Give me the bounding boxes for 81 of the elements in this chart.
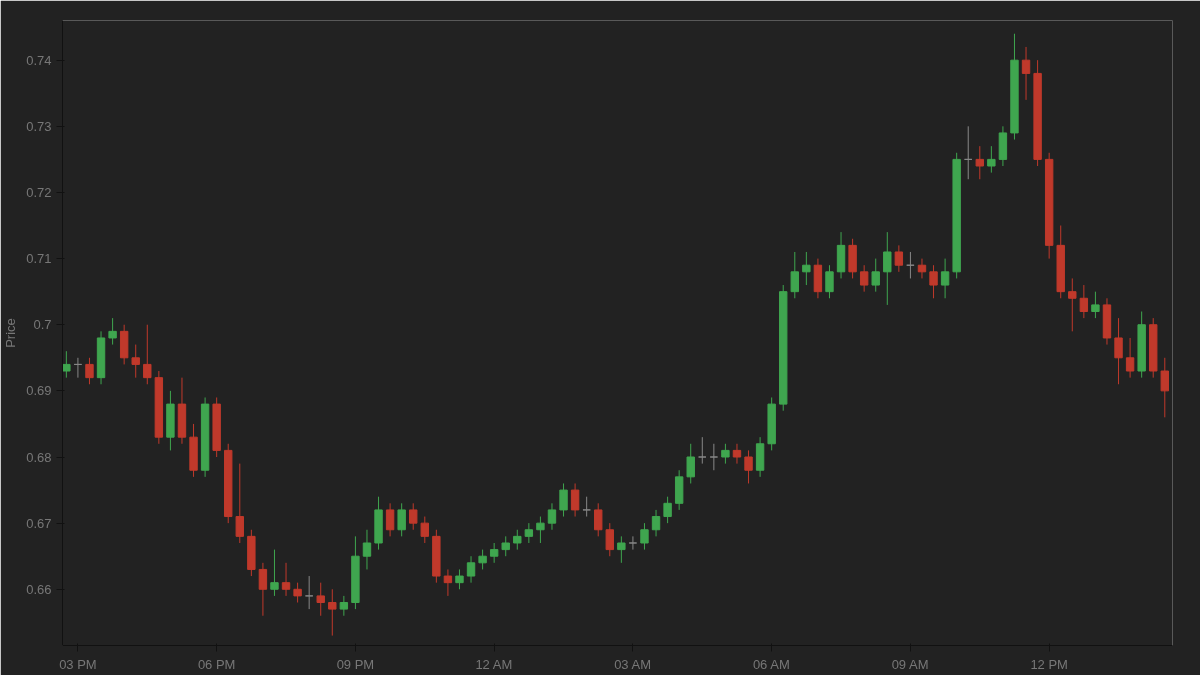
candlestick <box>339 595 349 617</box>
candlestick <box>385 502 395 537</box>
candlestick <box>478 549 487 570</box>
candlestick <box>617 535 626 564</box>
candlestick <box>409 502 418 531</box>
y-axis-title: Price <box>3 318 19 348</box>
candlestick <box>466 555 476 584</box>
candlestick <box>108 317 117 346</box>
candlestick <box>143 324 152 385</box>
y-tick-label: 0.66 <box>26 581 52 597</box>
candlestick <box>975 145 984 180</box>
candlestick <box>1079 284 1089 319</box>
candlestick <box>281 562 291 597</box>
y-tick-label: 0.69 <box>26 383 52 399</box>
candlestick <box>594 502 603 537</box>
candlestick <box>328 588 337 637</box>
y-tick-label: 0.7 <box>33 317 52 333</box>
x-tick-label: 09 PM <box>336 656 375 672</box>
candlestick <box>605 522 614 557</box>
candlestick <box>513 529 522 551</box>
candlestick <box>501 535 510 557</box>
candlestick <box>235 463 244 544</box>
candlestick <box>362 529 372 570</box>
candlestick <box>570 482 580 518</box>
x-tick-label: 12 PM <box>1030 656 1068 672</box>
y-tick-label: 0.71 <box>26 251 52 267</box>
candlestick <box>744 449 753 484</box>
candlestick <box>1068 277 1077 332</box>
candlestick <box>883 231 892 306</box>
candlestick <box>987 145 996 174</box>
candlestick <box>651 509 661 537</box>
y-tick-label: 0.73 <box>26 118 52 134</box>
candlestick <box>709 443 719 471</box>
candlestick <box>894 244 904 273</box>
candlestick <box>397 502 406 537</box>
candlestick <box>131 344 140 379</box>
y-tick-label: 0.68 <box>26 449 52 465</box>
y-tick-label: 0.72 <box>26 184 52 200</box>
x-tick-label: 03 PM <box>59 656 97 672</box>
candlestick <box>62 350 71 379</box>
candlestick <box>420 516 429 544</box>
candlestick <box>721 443 730 465</box>
candlestick <box>1091 291 1100 319</box>
candlestick <box>663 496 672 524</box>
candlestick <box>732 443 742 465</box>
candlestick <box>85 357 94 385</box>
candlestick <box>293 582 302 604</box>
candlestick <box>628 535 638 551</box>
candlestick <box>640 522 649 551</box>
candlestick <box>825 264 834 299</box>
candlestick <box>582 496 591 518</box>
x-tick-label: 06 AM <box>752 656 790 672</box>
candlestick <box>443 568 453 597</box>
candlestick <box>1125 337 1135 379</box>
candlestick <box>1021 46 1031 101</box>
candlestick <box>1160 357 1169 418</box>
candlestick <box>489 542 499 564</box>
candlestick <box>802 251 811 286</box>
y-tick-label: 0.74 <box>26 52 52 68</box>
candlestick <box>859 264 869 293</box>
candlestick <box>316 582 325 617</box>
candlestick <box>270 549 279 597</box>
candlestick <box>686 443 695 484</box>
candlestick <box>871 258 880 293</box>
x-tick-label: 12 AM <box>475 656 513 672</box>
candlestick <box>929 264 938 299</box>
candlestick <box>536 516 545 544</box>
candlestick <box>1114 317 1123 385</box>
candlestick <box>790 251 799 299</box>
candlestick <box>455 568 464 590</box>
candlestick <box>698 436 707 465</box>
candlestick <box>304 575 314 610</box>
y-tick-label: 0.67 <box>26 515 52 531</box>
x-tick-label: 03 AM <box>614 656 651 672</box>
candlestick <box>524 522 534 544</box>
x-tick-label: 06 PM <box>197 656 236 672</box>
x-tick-label: 09 AM <box>891 656 929 672</box>
candlestick <box>559 482 568 518</box>
candlestick <box>940 258 950 299</box>
candlestick <box>547 502 557 531</box>
candlestick <box>258 562 268 617</box>
